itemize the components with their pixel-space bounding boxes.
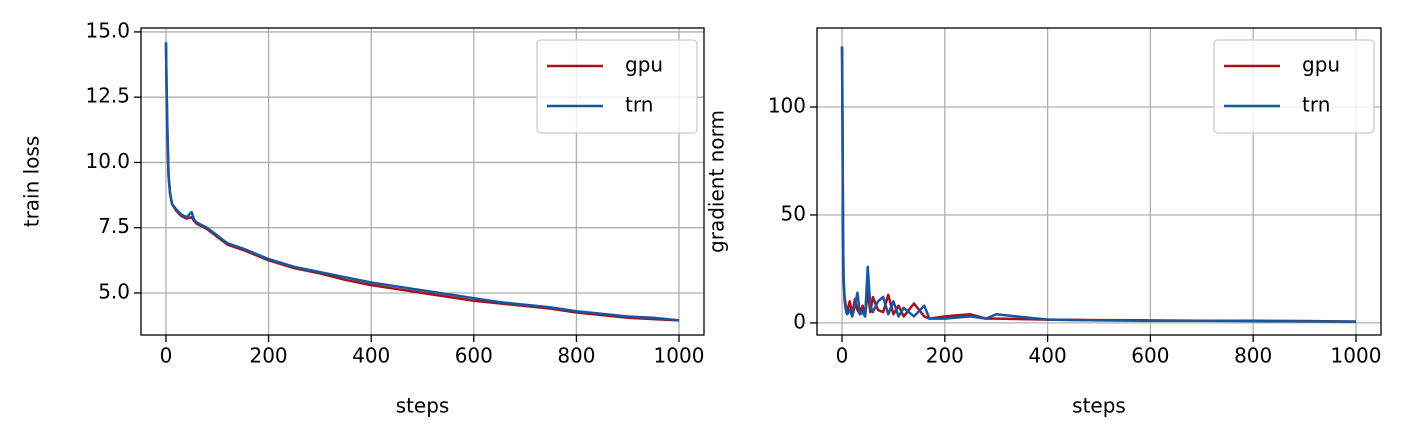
y-axis-label: train loss <box>20 136 44 228</box>
x-tick-label: 600 <box>455 344 493 368</box>
x-axis-label: steps <box>1072 394 1126 418</box>
y-tick-label: 7.5 <box>98 214 130 238</box>
legend-label: gpu <box>1302 53 1340 77</box>
x-tick-label: 0 <box>836 344 849 368</box>
y-axis-label: gradient norm <box>705 110 729 253</box>
legend-label: trn <box>625 93 653 117</box>
x-axis-label: steps <box>396 394 450 418</box>
y-tick-label: 15.0 <box>85 18 130 42</box>
x-tick-label: 400 <box>1029 344 1067 368</box>
y-tick-label: 12.5 <box>85 84 130 108</box>
legend-box <box>536 39 698 134</box>
x-tick-label: 200 <box>249 344 287 368</box>
x-tick-label: 800 <box>1234 344 1272 368</box>
legend: gpu trn <box>536 39 698 134</box>
x-tick-label: 600 <box>1131 344 1169 368</box>
x-tick-label: 1000 <box>654 344 705 368</box>
x-tick-label: 0 <box>160 344 173 368</box>
axes-frame <box>816 27 1382 336</box>
x-tick-label: 400 <box>352 344 390 368</box>
x-tick-label: 1000 <box>1331 344 1382 368</box>
x-tick-label: 800 <box>557 344 595 368</box>
legend-box <box>1213 39 1375 134</box>
y-tick-label: 10.0 <box>85 149 130 173</box>
x-tick-label: 200 <box>926 344 964 368</box>
legend-label: gpu <box>625 53 663 77</box>
axes-frame <box>140 27 705 336</box>
y-tick-label: 0 <box>793 309 806 333</box>
line-series <box>164 42 680 322</box>
line-series <box>840 46 1356 323</box>
legend: gpu trn <box>1213 39 1375 134</box>
y-tick-label: 50 <box>781 201 806 225</box>
legend-label: trn <box>1302 93 1330 117</box>
y-tick-label: 100 <box>768 94 806 118</box>
y-tick-label: 5.0 <box>98 279 130 303</box>
